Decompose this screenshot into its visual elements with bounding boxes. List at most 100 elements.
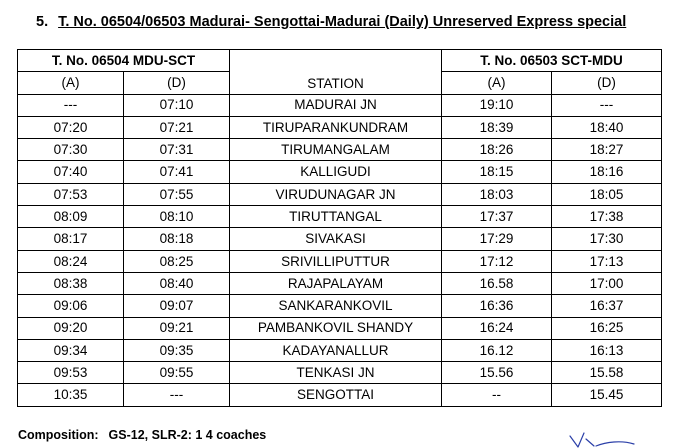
left-arrival-cell: 09:20 (17, 316, 124, 340)
left-departure-cell: 07:10 (123, 93, 230, 117)
section-title: T. No. 06504/06503 Madurai- Sengottai-Ma… (58, 14, 627, 30)
table-row: 08:17 08:18 SIVAKASI 17:29 17:30 (17, 227, 663, 251)
station-name-cell: SENGOTTAI (229, 383, 442, 407)
left-departure-cell: 09:21 (123, 316, 230, 340)
left-train-header: T. No. 06504 MDU-SCT (17, 48, 230, 73)
station-name-cell: KADAYANALLUR (229, 338, 442, 363)
station-name-cell: PAMBANKOVIL SHANDY (229, 316, 442, 340)
left-departure-cell: 09:35 (123, 338, 230, 363)
right-departure-cell: 16:25 (550, 316, 663, 340)
left-arrival-cell: --- (17, 93, 124, 117)
right-arrival-cell: 16:24 (441, 316, 552, 340)
left-departure-cell: 08:18 (123, 227, 230, 251)
station-name-cell: TIRUMANGALAM (229, 138, 442, 162)
left-arrival-cell: 08:09 (17, 205, 124, 229)
left-arrival-cell: 10:35 (17, 383, 124, 407)
station-name-cell: RAJAPALAYAM (229, 271, 442, 296)
right-train-header: T. No. 06503 SCT-MDU (440, 48, 663, 73)
right-arrival-cell: 16:36 (441, 294, 552, 318)
left-departure-cell: 09:55 (123, 361, 230, 385)
left-departure-cell: 08:25 (123, 249, 230, 273)
left-departure-cell: 07:41 (123, 160, 230, 184)
section-number: 5. (36, 14, 49, 30)
left-arrival-cell: 07:40 (17, 160, 124, 184)
left-arrival-cell: 08:17 (17, 227, 124, 251)
left-arrival-header: (A) (17, 71, 124, 95)
left-arrival-cell: 07:20 (17, 115, 124, 140)
signature-mark (569, 432, 635, 448)
left-departure-cell: 07:55 (123, 182, 230, 207)
right-departure-cell: 18:16 (550, 160, 663, 184)
table-row: 07:30 07:31 TIRUMANGALAM 18:26 18:27 (17, 138, 663, 162)
station-name-cell: SRIVILLIPUTTUR (229, 249, 442, 273)
table-row: 09:20 09:21 PAMBANKOVIL SHANDY 16:24 16:25 (17, 316, 663, 340)
station-name-cell: KALLIGUDI (229, 160, 442, 184)
left-departure-cell: --- (123, 383, 230, 407)
left-arrival-cell: 09:34 (17, 338, 124, 363)
right-departure-cell: 17:30 (550, 227, 663, 251)
right-arrival-cell: 17:12 (441, 249, 552, 273)
left-departure-cell: 07:31 (123, 138, 230, 162)
right-departure-cell: --- (550, 93, 663, 117)
left-departure-cell: 09:07 (123, 294, 230, 318)
table-row: 07:53 07:55 VIRUDUNAGAR JN 18:03 18:05 (17, 182, 663, 207)
table-row: 09:53 09:55 TENKASI JN 15.56 15.58 (17, 361, 663, 385)
right-arrival-cell: 18:26 (441, 138, 552, 162)
left-arrival-cell: 07:30 (17, 138, 124, 162)
composition-note: Composition: GS-12, SLR-2: 1 4 coaches (18, 428, 266, 442)
station-name-cell: SIVAKASI (229, 227, 442, 251)
right-departure-cell: 18:05 (550, 182, 663, 207)
timetable-body: --- 07:10 MADURAI JN 19:10 --- 07:20 07:21 TIRU… (17, 93, 663, 407)
right-arrival-cell: 17:37 (441, 205, 552, 229)
right-arrival-cell: 16.12 (441, 338, 552, 363)
left-arrival-cell: 09:53 (17, 361, 124, 385)
right-departure-cell: 18:27 (550, 138, 663, 162)
left-arrival-cell: 08:24 (17, 249, 124, 273)
right-arrival-cell: 18:15 (441, 160, 552, 184)
left-departure-cell: 07:21 (123, 115, 230, 140)
table-row: 07:20 07:21 TIRUPARANKUNDRAM 18:39 18:40 (17, 115, 663, 140)
table-row: 08:38 08:40 RAJAPALAYAM 16.58 17:00 (17, 271, 663, 296)
right-arrival-cell: 19:10 (441, 93, 552, 117)
station-name-cell: TIRUPARANKUNDRAM (229, 115, 442, 140)
table-row: --- 07:10 MADURAI JN 19:10 --- (17, 93, 663, 117)
right-arrival-cell: 15.56 (441, 361, 552, 385)
composition-value: GS-12, SLR-2: 1 4 coaches (108, 428, 267, 442)
table-row: 08:09 08:10 TIRUTTANGAL 17:37 17:38 (17, 205, 663, 229)
right-departure-cell: 17:13 (550, 249, 663, 273)
station-header: STATION (229, 49, 442, 95)
station-name-cell: TIRUTTANGAL (229, 205, 442, 229)
right-arrival-cell: -- (441, 383, 552, 407)
station-name-cell: TENKASI JN (229, 361, 442, 385)
left-departure-cell: 08:10 (123, 205, 230, 229)
right-departure-cell: 15.45 (550, 383, 663, 407)
table-row: 09:06 09:07 SANKARANKOVIL 16:36 16:37 (17, 294, 663, 318)
train-number-header-row: T. No. 06504 MDU-SCT STATION T. No. 0650… (17, 48, 663, 95)
right-departure-cell: 15.58 (550, 361, 663, 385)
right-departure-cell: 17:38 (550, 205, 663, 229)
table-row: 09:34 09:35 KADAYANALLUR 16.12 16:13 (17, 338, 663, 363)
right-departure-cell: 18:40 (550, 115, 663, 140)
station-header-label: STATION (307, 76, 364, 92)
document-heading: 5. T. No. 06504/06503 Madurai- Sengottai-… (36, 14, 626, 30)
station-name-cell: VIRUDUNAGAR JN (229, 182, 442, 207)
timetable: T. No. 06504 MDU-SCT STATION T. No. 0650… (17, 48, 663, 407)
table-row: 08:24 08:25 SRIVILLIPUTTUR 17:12 17:13 (17, 249, 663, 273)
right-departure-cell: 16:37 (550, 294, 663, 318)
right-arrival-header: (A) (441, 71, 552, 95)
right-departure-cell: 16:13 (550, 338, 663, 363)
station-name-cell: SANKARANKOVIL (229, 294, 442, 318)
composition-label: Composition: (18, 428, 99, 442)
station-name-cell: MADURAI JN (229, 93, 442, 117)
left-departure-header: (D) (123, 71, 230, 95)
left-arrival-cell: 08:38 (17, 271, 124, 296)
left-arrival-cell: 07:53 (17, 182, 124, 207)
right-arrival-cell: 17:29 (441, 227, 552, 251)
right-arrival-cell: 16.58 (441, 271, 552, 296)
table-row: 07:40 07:41 KALLIGUDI 18:15 18:16 (17, 160, 663, 184)
table-row: 10:35 --- SENGOTTAI -- 15.45 (17, 383, 663, 407)
right-departure-cell: 17:00 (550, 271, 663, 296)
left-arrival-cell: 09:06 (17, 294, 124, 318)
right-departure-header: (D) (550, 71, 663, 95)
right-arrival-cell: 18:03 (441, 182, 552, 207)
